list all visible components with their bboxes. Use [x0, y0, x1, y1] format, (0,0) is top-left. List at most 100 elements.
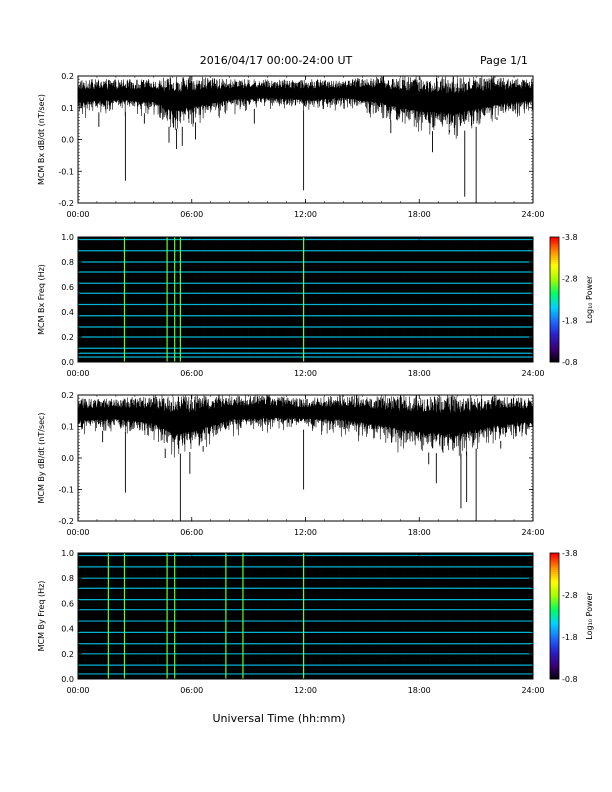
bx-spectrogram-cell — [214, 299, 219, 303]
bx-spectrogram-cell — [479, 315, 485, 319]
bx-spectrogram-cell — [487, 330, 492, 335]
bx-spectrogram-cell — [180, 271, 185, 275]
bx-spectrogram-cell — [483, 243, 488, 247]
bx-spectrogram-cell — [267, 358, 272, 363]
bx-spectrogram-cell — [146, 246, 151, 250]
bx-spectrogram-cell — [271, 290, 276, 294]
bx-spectrogram-cell — [445, 358, 450, 363]
bx-spectrogram-cell — [510, 337, 515, 341]
bx-spectrogram-cell — [210, 255, 215, 260]
bx-spectrogram-cell — [400, 262, 405, 266]
bx-spectrogram-cell — [150, 312, 155, 316]
bx-spectrogram-cell — [438, 312, 443, 316]
bx-spectrogram-cell — [96, 333, 102, 338]
bx-spectrogram-cell — [157, 271, 162, 275]
bx-spectrogram-cell — [404, 358, 409, 363]
bx-spectrogram-cell — [487, 299, 492, 303]
bx-spectrogram-cell — [377, 293, 382, 297]
bx-spectrogram-cell — [442, 255, 447, 260]
bx-spectrogram-cell — [275, 296, 280, 300]
bx-spectrogram-cell — [491, 299, 496, 303]
bx-spectrogram-cell — [184, 277, 189, 282]
bx-spectrogram-cell — [385, 315, 390, 319]
bx-spectrogram-cell — [373, 262, 378, 266]
bx-spectrogram-cell — [502, 308, 507, 313]
bx-spectrogram-cell — [191, 274, 196, 278]
bx-spectrogram-cell — [460, 271, 466, 275]
bx-spectrogram-cell — [320, 349, 325, 353]
bx-spectrogram-cell — [491, 265, 496, 269]
bx-spectrogram-cell — [502, 268, 507, 272]
bx-spectrogram-cell — [369, 318, 375, 322]
bx-spectrogram-cell — [449, 280, 454, 285]
bx-spectrogram-cell — [294, 305, 299, 310]
bx-spectrogram-cell — [400, 280, 405, 285]
bx-spectrogram-cell — [335, 262, 340, 266]
bx-spectrogram-cell — [275, 327, 280, 332]
bx-spectrogram-cell — [521, 358, 526, 363]
bx-spectrogram-cell — [127, 324, 132, 328]
bx-spectrogram-cell — [260, 337, 265, 341]
bx-spectrogram-cell — [487, 255, 492, 260]
bx-spectrogram-cell — [191, 299, 196, 303]
bx-spectrogram-cell — [510, 252, 515, 257]
bx-spectrogram-cell — [100, 315, 105, 319]
bx-spectrogram-cell — [115, 333, 121, 338]
bx-spectrogram-cell — [112, 277, 117, 282]
bx-spectrogram-cell — [305, 315, 310, 319]
bx-spectrogram-cell — [290, 271, 295, 275]
bx-spectrogram-cell — [180, 277, 185, 282]
bx-spectrogram-cell — [529, 271, 534, 275]
bx-spectrogram-cell — [514, 274, 519, 278]
bx-spectrogram-cell — [252, 299, 257, 303]
bx-spectrogram-cell — [134, 337, 139, 341]
bx-spectrogram-cell — [100, 237, 105, 241]
bx-spectrogram-cell — [316, 274, 321, 278]
bx-spectrogram-cell — [476, 255, 481, 260]
bx-spectrogram-cell — [157, 327, 162, 332]
bx-spectrogram-cell — [161, 343, 166, 347]
bx-spectrogram-cell — [476, 258, 481, 263]
bx-spectrogram-cell — [449, 305, 454, 310]
bx-spectrogram-cell — [282, 299, 287, 303]
bx-spectrogram-cell — [294, 296, 299, 300]
bx-spectrogram-cell — [218, 340, 223, 344]
bx-spectrogram-cell — [108, 262, 113, 266]
bx-spectrogram-cell — [320, 287, 325, 291]
bx-spectrogram-cell — [377, 343, 382, 347]
bx-spectrogram-cell — [517, 312, 522, 316]
bx-spectrogram-cell — [203, 255, 208, 260]
bx-spectrogram-cell — [108, 333, 113, 338]
bx-spectrogram-cell — [373, 290, 378, 294]
bx-spectrogram-cell — [297, 290, 303, 294]
bx-spectrogram-cell — [453, 296, 458, 300]
bx-spectrogram-cell — [81, 321, 86, 325]
bx-spectrogram-cell — [297, 318, 303, 322]
bx-spectrogram-cell — [104, 340, 109, 344]
bx-spectrogram-cell — [85, 265, 90, 269]
bx-spectrogram-cell — [267, 337, 272, 341]
bx-spectrogram-cell — [229, 324, 234, 328]
bx-spectrogram-cell — [487, 340, 492, 344]
bx-spectrogram-cell — [442, 271, 447, 275]
bx-spectrogram-cell — [445, 277, 450, 282]
bx-spectrogram-cell — [195, 280, 200, 285]
bx-spectrogram-cell — [195, 315, 200, 319]
bx-spectrogram-cell — [81, 312, 86, 316]
bx-spectrogram-cell — [267, 252, 272, 257]
bx-spectrogram-cell — [203, 358, 208, 363]
bx-spectrogram-cell — [195, 308, 200, 313]
bx-spectrogram-cell — [119, 318, 124, 322]
bx-spectrogram-cell — [214, 321, 219, 325]
bx-spectrogram-cell — [252, 324, 257, 328]
bx-spectrogram-cell — [373, 308, 378, 313]
bx-spectrogram-cell — [377, 340, 382, 344]
bx-spectrogram-cell — [237, 293, 242, 297]
bx-spectrogram-cell — [237, 358, 242, 363]
bx-spectrogram-cell — [460, 358, 466, 363]
bx-spectrogram-cell — [305, 305, 310, 310]
bx-spectrogram-cell — [502, 258, 507, 263]
bx-spectrogram-cell — [468, 293, 473, 297]
bx-spectrogram-cell — [419, 237, 424, 241]
bx-spectrogram-cell — [468, 255, 473, 260]
